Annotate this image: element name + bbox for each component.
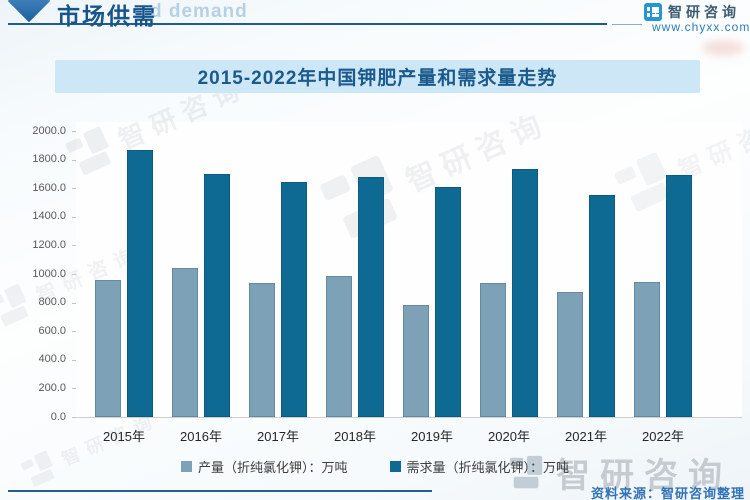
bar-series1-2018年: [326, 276, 352, 417]
x-axis-category-label: 2015年: [103, 429, 145, 444]
brand-block[interactable]: 智研咨询: [644, 2, 740, 22]
y-axis-tick-label: 400.0: [38, 353, 66, 366]
header-divider-dash: [612, 24, 642, 25]
header-divider: [8, 23, 607, 25]
bar-series2-2020年: [512, 168, 538, 417]
y-axis-tick-mark: [72, 388, 76, 390]
x-axis-line: [76, 417, 742, 418]
bar-series2-2018年: [358, 176, 384, 417]
y-axis-tick-label: 200.0: [38, 381, 66, 394]
brand-logo-icon: [644, 3, 662, 21]
section-diamond-icon: [7, 0, 51, 23]
pink-smudge-artifact: [702, 40, 744, 56]
bar-series1-2015年: [95, 279, 121, 417]
bar-series2-2015年: [127, 150, 153, 417]
bar-series1-2017年: [249, 282, 275, 417]
bar-series1-2016年: [172, 268, 198, 417]
y-axis-tick-mark: [72, 274, 76, 275]
x-axis-category-label: 2019年: [411, 429, 453, 444]
legend-item-1: 产量（折纯氯化钾）：万吨: [180, 457, 348, 476]
header-ghost-text: d demand: [150, 1, 248, 22]
bar-series1-2021年: [557, 291, 583, 417]
chart-title-banner: 2015-2022年中国钾肥产量和需求量走势: [55, 60, 700, 93]
x-axis-category-label: 2022年: [642, 429, 684, 444]
legend-item-2: 需求量（折纯氯化钾）：万吨: [389, 457, 570, 476]
y-axis-tick-label: 1400.0: [32, 210, 66, 223]
y-axis-tick-label: 2000.0: [32, 124, 66, 137]
y-axis-tick-mark: [72, 417, 76, 418]
bar-series2-2019年: [435, 187, 461, 417]
bar-series2-2017年: [281, 181, 307, 417]
bar-series2-2022年: [666, 174, 692, 417]
bar-series2-2021年: [589, 194, 615, 417]
bar-series2-2016年: [204, 173, 230, 417]
y-axis-tick-mark: [72, 131, 76, 132]
legend: 产量（折纯氯化钾）：万吨 需求量（折纯氯化钾）：万吨: [0, 457, 750, 476]
y-axis-tick-mark: [72, 359, 76, 361]
x-axis-category-label: 2017年: [257, 429, 299, 444]
brand-url[interactable]: www.chyxx.com: [652, 20, 750, 34]
bar-series1-2020年: [480, 282, 506, 417]
y-axis-tick-label: 1800.0: [32, 153, 66, 166]
y-axis-tick-mark: [72, 245, 76, 247]
x-axis-category-label: 2016年: [180, 429, 222, 444]
y-axis-tick-label: 600.0: [38, 324, 66, 337]
y-axis-tick-mark: [72, 331, 76, 333]
y-axis-tick-label: 0.0: [50, 410, 66, 423]
source-label: 资料来源：智研咨询整理: [590, 486, 745, 500]
bar-series1-2019年: [403, 304, 429, 417]
legend-label: 产量（折纯氯化钾）：万吨: [197, 460, 348, 475]
x-axis-category-label: 2020年: [488, 429, 530, 444]
x-axis-category-label: 2021年: [565, 429, 607, 444]
brand-name: 智研咨询: [668, 4, 740, 20]
section-title: 市场供需: [57, 3, 157, 29]
chart-title: 2015-2022年中国钾肥产量和需求量走势: [197, 68, 558, 89]
y-axis-tick-mark: [72, 188, 76, 190]
y-axis-tick-label: 1200.0: [32, 238, 66, 251]
x-axis-category-label: 2018年: [334, 429, 376, 444]
y-axis-tick-mark: [72, 159, 76, 161]
y-axis-tick-label: 1000.0: [32, 267, 66, 280]
y-axis-tick-mark: [72, 302, 76, 304]
legend-swatch-icon: [180, 461, 192, 472]
bar-series1-2022年: [634, 281, 660, 417]
legend-swatch-icon: [389, 461, 401, 472]
y-axis-tick-label: 800.0: [38, 296, 66, 309]
legend-label: 需求量（折纯氯化钾）：万吨: [406, 460, 570, 475]
y-axis-tick-label: 1600.0: [32, 181, 66, 194]
footer-divider: [8, 490, 432, 492]
y-axis-tick-mark: [72, 216, 76, 218]
